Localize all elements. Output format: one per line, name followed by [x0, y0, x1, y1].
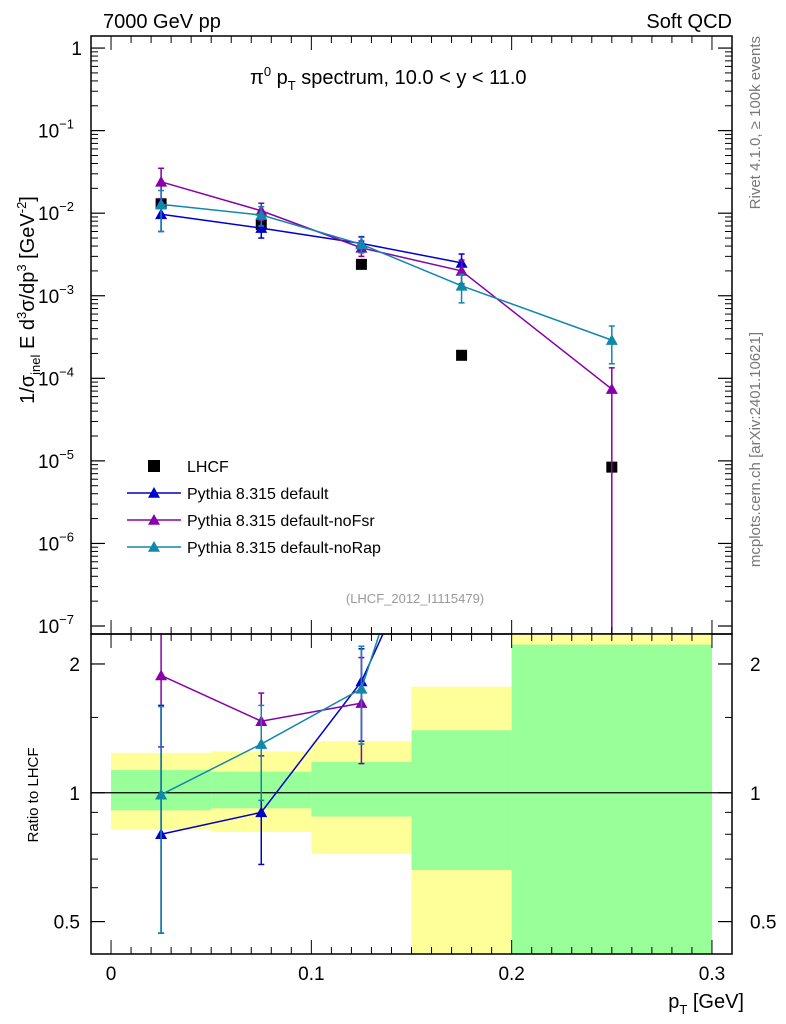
- ratio-band-green: [511, 644, 712, 954]
- legend-marker-pythia-8-315-default-nofsr: [148, 514, 160, 525]
- data-point-pythia-8-315-default-norap: [455, 279, 468, 291]
- data-point-lhcf: [456, 349, 468, 361]
- header-beam-label: 7000 GeV pp: [103, 11, 221, 33]
- main-y-tick-base: 10: [38, 452, 59, 473]
- analysis-watermark: (LHCF_2012_I1115479): [346, 591, 484, 606]
- xlabel-sub: T: [679, 1002, 687, 1017]
- main-y-tick-base: 10: [38, 617, 59, 638]
- series-line-pythia-8-315-default: [161, 213, 462, 264]
- ratio-point-pythia-8-315-default-norap: [355, 682, 368, 694]
- ylabel-b-sup: 3: [14, 312, 29, 319]
- data-point-pythia-8-315-default-nofsr: [605, 383, 618, 394]
- ratio-y-tick-label-right: 1: [750, 784, 761, 805]
- plot-title-pre: π: [250, 67, 264, 89]
- main-y-tick-exponent: −1: [59, 117, 74, 132]
- main-y-tick-label: 10−7: [38, 612, 74, 638]
- legend: LHCF Pythia 8.315 default Pythia 8.315 def…: [127, 459, 381, 557]
- ratio-point-pythia-8-315-default-norap: [155, 788, 168, 800]
- main-y-tick-base: 1: [71, 39, 82, 60]
- ratio-y-tick-label-right: 0.5: [750, 913, 776, 934]
- data-point-pythia-8-315-default-norap: [255, 209, 268, 220]
- plot-title-post: spectrum, 10.0 < y < 11.0: [296, 67, 527, 89]
- ratio-band-green: [411, 730, 512, 871]
- ratio-line-pythia-8-315-default: [160, 634, 384, 835]
- main-y-tick-base: 10: [38, 534, 59, 555]
- data-point-pythia-8-315-default-norap: [355, 238, 368, 250]
- plot-title-sub: T: [288, 78, 296, 93]
- plot-title-mid: p: [271, 67, 288, 89]
- ylabel-c-sup: 3: [14, 264, 29, 271]
- legend-label-pythia-8-315-default: Pythia 8.315 default: [187, 486, 329, 503]
- xlabel-a: p: [668, 991, 679, 1013]
- x-tick-label: 0.3: [699, 964, 725, 985]
- ratio-line-pythia-8-315-default-norap: [160, 634, 381, 796]
- data-point-pythia-8-315-default: [255, 222, 268, 233]
- mcplots-reference-label: mcplots.cern.ch [arXiv:2401.10621]: [747, 332, 764, 567]
- ratio-y-tick-label-right: 2: [750, 655, 761, 676]
- x-axis-label: pT [GeV]: [668, 991, 744, 1017]
- plot-title-sup: 0: [264, 64, 271, 79]
- main-y-tick-exponent: −3: [59, 282, 74, 297]
- header-process-label: Soft QCD: [646, 11, 732, 33]
- main-y-tick-label: 10−6: [38, 529, 74, 555]
- main-y-tick-base: 10: [38, 122, 59, 143]
- ratio-plot-panel: 0.5 0.51 12 2 0 0.1 0.2 0.3 Ratio to LHCF pT […: [25, 36, 776, 1017]
- legend-label-lhcf: LHCF: [187, 459, 229, 476]
- x-tick-label: 0: [106, 964, 117, 985]
- main-y-tick-label: 10−3: [38, 282, 74, 308]
- plot-title: π0 pT spectrum, 10.0 < y < 11.0: [250, 64, 527, 93]
- main-y-tick-exponent: −4: [59, 364, 74, 379]
- series-line-pythia-8-315-default-nofsr: [160, 181, 613, 390]
- legend-marker-lhcf: [148, 460, 160, 472]
- data-point-pythia-8-315-default-nofsr: [155, 175, 168, 187]
- legend-marker-pythia-8-315-default-norap: [148, 541, 160, 552]
- main-y-tick-base: 10: [38, 287, 59, 308]
- main-plot-panel: 110−110−210−310−410−510−610−7 π0 pT spec…: [14, 35, 733, 638]
- data-point-pythia-8-315-default-norap: [605, 334, 618, 345]
- ylabel-c: σ/dp: [17, 272, 39, 312]
- ylabel-a-sub: inel: [28, 354, 43, 374]
- main-y-tick-label: 10−4: [38, 364, 74, 390]
- series-line-pythia-8-315-default-norap: [161, 203, 613, 341]
- main-y-tick-label: 10−5: [38, 447, 74, 473]
- xlabel-b: [GeV]: [687, 991, 744, 1013]
- main-y-tick-base: 10: [38, 369, 59, 390]
- ylabel-b: E d: [17, 319, 39, 355]
- ratio-point-pythia-8-315-default: [255, 806, 268, 818]
- data-point-pythia-8-315-default-norap: [155, 198, 168, 210]
- rivet-version-label: Rivet 4.1.0, ≥ 100k events: [747, 36, 764, 209]
- main-y-tick-exponent: −2: [59, 199, 74, 214]
- main-y-tick-label: 10−1: [38, 117, 74, 143]
- data-point-lhcf: [355, 258, 367, 270]
- main-y-tick-exponent: −7: [59, 612, 74, 627]
- legend-label-pythia-8-315-default-nofsr: Pythia 8.315 default-noFsr: [187, 513, 375, 530]
- main-y-axis-label: 1/σinel E d3σ/dp3 [GeV-2]: [14, 196, 43, 404]
- ylabel-a: 1/σ: [17, 374, 39, 404]
- ratio-point-pythia-8-315-default-norap: [255, 738, 268, 749]
- data-point-pythia-8-315-default-nofsr: [455, 264, 468, 276]
- ylabel-e: ]: [17, 196, 39, 202]
- ratio-y-tick-label-left: 1: [69, 784, 80, 805]
- legend-marker-pythia-8-315-default: [148, 487, 160, 498]
- main-y-tick-base: 10: [38, 204, 59, 225]
- main-y-tick-label: 10−2: [38, 199, 74, 225]
- legend-label-pythia-8-315-default-norap: Pythia 8.315 default-noRap: [187, 540, 381, 557]
- ratio-band-green: [311, 762, 412, 817]
- x-tick-label: 0.2: [498, 964, 524, 985]
- ratio-point-pythia-8-315-default-nofsr: [155, 669, 168, 681]
- main-y-tick-label: 1: [71, 39, 82, 60]
- x-tick-label: 0.1: [298, 964, 324, 985]
- ratio-y-tick-label-left: 2: [69, 655, 80, 676]
- ylabel-d-sup: -2: [14, 202, 29, 214]
- main-y-tick-exponent: −6: [59, 529, 74, 544]
- main-y-tick-exponent: −5: [59, 447, 74, 462]
- ylabel-d: [GeV: [17, 213, 39, 265]
- ratio-y-tick-label-left: 0.5: [54, 913, 80, 934]
- ratio-y-axis-label: Ratio to LHCF: [25, 747, 42, 842]
